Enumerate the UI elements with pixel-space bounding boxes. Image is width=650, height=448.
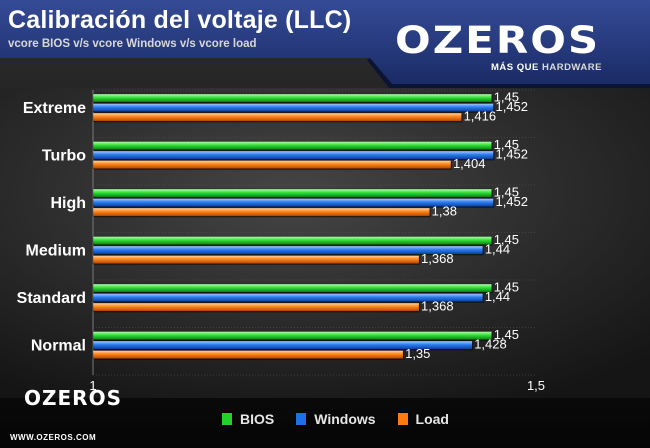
bar-load-high — [92, 207, 430, 217]
data-label-load-turbo: 1,404 — [453, 156, 486, 171]
bars — [92, 93, 495, 360]
bar-bios-high — [92, 188, 492, 198]
bar-load-extreme — [92, 112, 462, 122]
bar-windows-normal — [92, 340, 473, 350]
data-labels: 1,451,4521,4161,451,4521,4041,451,4521,3… — [405, 90, 528, 362]
bar-bios-normal — [92, 331, 492, 340]
legend-swatch-load — [397, 413, 408, 425]
x-tick-label: 1 — [89, 378, 96, 393]
data-label-bios-standard: 1,45 — [494, 280, 519, 295]
x-tick-label: 1,5 — [527, 378, 545, 393]
data-label-load-normal: 1,35 — [405, 346, 430, 361]
data-label-windows-normal: 1,428 — [474, 337, 507, 352]
data-label-bios-high: 1,45 — [494, 185, 519, 200]
legend-label-load: Load — [415, 411, 449, 427]
legend-label-windows: Windows — [314, 411, 376, 427]
data-label-bios-turbo: 1,45 — [494, 137, 519, 152]
bar-bios-medium — [92, 236, 492, 245]
legend-label-bios: BIOS — [240, 411, 275, 427]
website-url: WWW.OZEROS.COM — [10, 433, 97, 442]
bar-bios-extreme — [92, 93, 492, 103]
data-label-bios-normal: 1,45 — [494, 327, 519, 342]
chart-title: Calibración del voltaje (LLC) — [8, 6, 352, 34]
brand-name: OZEROS — [395, 18, 601, 63]
data-label-load-extreme: 1,416 — [464, 109, 497, 124]
data-label-windows-medium: 1,44 — [485, 242, 510, 257]
legend-item-load: Load — [397, 411, 449, 427]
bar-windows-extreme — [92, 103, 494, 112]
brand-tagline-suffix: HARDWARE — [541, 62, 602, 73]
data-label-windows-standard: 1,44 — [485, 289, 510, 304]
data-label-windows-turbo: 1,452 — [495, 147, 528, 162]
chart-subtitle: vcore BIOS v/s vcore Windows v/s vcore l… — [8, 38, 257, 50]
bar-bios-standard — [92, 283, 492, 293]
data-label-bios-extreme: 1,45 — [494, 90, 519, 105]
brand-tagline-prefix: MÁS QUE — [491, 62, 539, 73]
small-logo: OZEROS — [24, 386, 122, 410]
category-label-normal: Normal — [31, 338, 86, 355]
data-label-windows-high: 1,452 — [495, 194, 528, 209]
data-label-windows-extreme: 1,452 — [495, 99, 528, 114]
category-labels: Extreme Turbo High Medium Standard Normal — [17, 100, 87, 355]
grid-lines — [92, 89, 536, 376]
bar-load-medium — [92, 255, 420, 264]
bar-windows-medium — [92, 245, 484, 255]
bar-bios-turbo — [92, 141, 492, 150]
brand-logo: OZEROS MÁS QUE HARDWARE — [395, 18, 635, 76]
brand-tagline: MÁS QUE HARDWARE — [491, 62, 602, 73]
bar-load-normal — [92, 350, 404, 359]
data-label-load-standard: 1,368 — [421, 299, 454, 314]
bar-windows-standard — [92, 293, 484, 302]
data-label-load-medium: 1,368 — [421, 251, 454, 266]
x-tick-labels: 1 1,5 — [89, 378, 545, 393]
header-banner-edge — [367, 58, 650, 88]
legend-item-windows: Windows — [296, 411, 376, 427]
legend: BIOS Windows Load — [222, 411, 449, 427]
category-label-extreme: Extreme — [23, 100, 86, 117]
bar-load-turbo — [92, 160, 452, 169]
legend-item-bios: BIOS — [222, 411, 274, 427]
legend-swatch-windows — [296, 413, 307, 425]
category-label-medium: Medium — [26, 243, 86, 260]
bar-windows-high — [92, 198, 494, 207]
category-label-turbo: Turbo — [42, 148, 86, 165]
category-label-high: High — [50, 195, 86, 212]
bar-windows-turbo — [92, 150, 494, 160]
data-label-load-high: 1,38 — [432, 204, 457, 219]
category-label-standard: Standard — [17, 290, 86, 307]
header-banner — [0, 0, 650, 84]
bar-load-standard — [92, 302, 420, 312]
data-label-bios-medium: 1,45 — [494, 232, 519, 247]
legend-swatch-bios — [222, 413, 232, 425]
